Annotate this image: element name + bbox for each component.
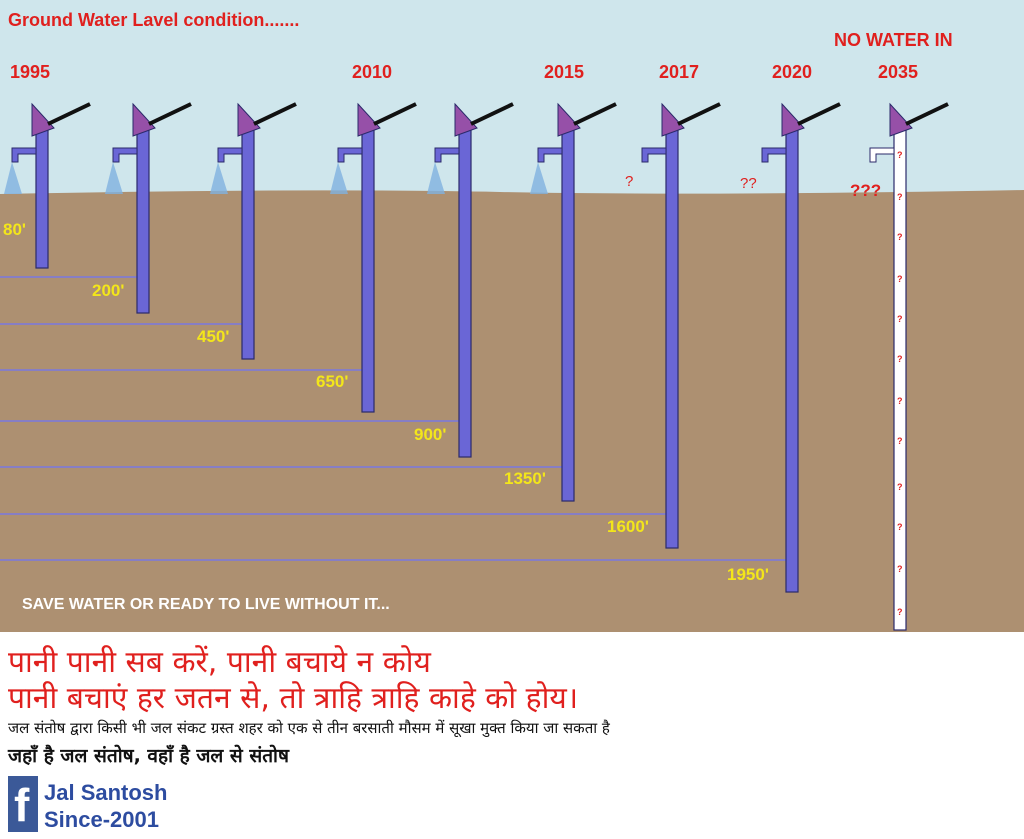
well: 2015 1350' <box>504 62 617 502</box>
pipe <box>35 127 49 269</box>
pump-cap <box>357 102 381 137</box>
pump-cap <box>781 102 805 137</box>
pipe-question-mark: ? <box>897 150 903 160</box>
year-label: 2015 <box>544 62 584 82</box>
pump-cap <box>454 102 478 137</box>
well: 2035 <box>869 62 949 631</box>
pipe-question-mark: ? <box>897 607 903 617</box>
depth-label: 200' <box>92 281 124 300</box>
hindi-couplet-line-2: पानी बचाएं हर जतन से, तो त्राहि त्राहि क… <box>8 681 579 716</box>
pump-handle <box>797 102 841 126</box>
pump-handle <box>47 102 91 126</box>
pump-cap <box>132 102 156 137</box>
brand-since: Since-2001 <box>44 807 159 832</box>
question-mark-2020: ?? <box>740 175 757 192</box>
water-splash <box>4 162 22 194</box>
spout <box>337 147 363 163</box>
pump-cap <box>661 102 685 137</box>
wells: 1995 80' 200' 450' 2010 650' 900' 2015 1350' 2017… <box>3 62 949 631</box>
pipe-question-mark: ? <box>897 354 903 364</box>
soil <box>0 190 1024 632</box>
well: 200' <box>92 102 192 314</box>
pump-handle <box>373 102 417 126</box>
pump-handle <box>470 102 514 126</box>
spout <box>641 147 667 163</box>
spout <box>537 147 563 163</box>
water-splash <box>330 162 348 194</box>
pipe-question-mark: ? <box>897 522 903 532</box>
facebook-icon[interactable]: f <box>8 776 38 832</box>
spout <box>434 147 460 163</box>
pipe-question-mark: ? <box>897 436 903 446</box>
well: 450' <box>197 102 297 360</box>
pump-cap <box>31 102 55 137</box>
pipe-question-mark: ? <box>897 396 903 406</box>
facebook-letter: f <box>14 779 30 831</box>
well: 2017 1600' <box>607 62 721 549</box>
spout <box>217 147 243 163</box>
pipe <box>665 127 679 549</box>
hindi-couplet-line-1: पानी पानी सब करें, पानी बचाये न कोय <box>8 645 431 680</box>
pump-handle <box>905 102 949 126</box>
spout <box>761 147 787 163</box>
pump-handle <box>148 102 192 126</box>
pump-handle <box>677 102 721 126</box>
year-label: 2017 <box>659 62 699 82</box>
pipe-question-mark: ? <box>897 232 903 242</box>
pump-handle <box>253 102 297 126</box>
brand-name: Jal Santosh <box>44 780 168 805</box>
pump-cap <box>889 102 913 137</box>
year-label: 2020 <box>772 62 812 82</box>
year-label: 1995 <box>10 62 50 82</box>
water-splash <box>105 162 123 194</box>
depth-label: 80' <box>3 220 26 239</box>
pipe <box>241 127 255 360</box>
pipe-question-mark: ? <box>897 314 903 324</box>
pipe-question-mark: ? <box>897 482 903 492</box>
well: 2020 1950' <box>727 62 841 593</box>
year-label: 2010 <box>352 62 392 82</box>
pipe-question-mark: ? <box>897 274 903 284</box>
depth-level-lines <box>0 276 792 561</box>
question-mark-2017: ? <box>625 173 633 190</box>
depth-label: 1950' <box>727 565 769 584</box>
well: 900' <box>414 102 514 458</box>
depth-label: 650' <box>316 372 348 391</box>
pipe <box>136 127 150 314</box>
well: 1995 80' <box>3 62 91 269</box>
water-splash <box>530 162 548 194</box>
no-water-label: NO WATER IN <box>834 30 953 50</box>
spout <box>112 147 138 163</box>
pipe-question-mark: ? <box>897 192 903 202</box>
pump-handle <box>573 102 617 126</box>
depth-label: 900' <box>414 425 446 444</box>
depth-label: 1350' <box>504 469 546 488</box>
pipe-question-mark: ? <box>897 564 903 574</box>
hindi-tagline: जहाँ है जल संतोष, वहाँ है जल से संतोष <box>8 745 289 767</box>
depth-label: 1600' <box>607 517 649 536</box>
spout <box>869 147 895 163</box>
pipe <box>785 127 799 593</box>
hindi-statement: जल संतोष द्वारा किसी भी जल संकट ग्रस्त श… <box>8 719 610 737</box>
spout <box>11 147 37 163</box>
depth-label: 450' <box>197 327 229 346</box>
sky <box>0 0 1024 194</box>
pipe <box>561 127 575 502</box>
pipe <box>893 127 907 631</box>
diagram-title: Ground Water Lavel condition....... <box>8 10 299 30</box>
pipe <box>458 127 472 458</box>
pump-cap <box>237 102 261 137</box>
pipe <box>361 127 375 413</box>
question-mark-2035: ??? <box>850 181 881 200</box>
save-water-slogan: SAVE WATER OR READY TO LIVE WITHOUT IT..… <box>22 596 390 613</box>
water-splash <box>210 162 228 194</box>
year-label: 2035 <box>878 62 918 82</box>
pump-cap <box>557 102 581 137</box>
well: 2010 650' <box>316 62 417 413</box>
water-splash <box>427 162 445 194</box>
